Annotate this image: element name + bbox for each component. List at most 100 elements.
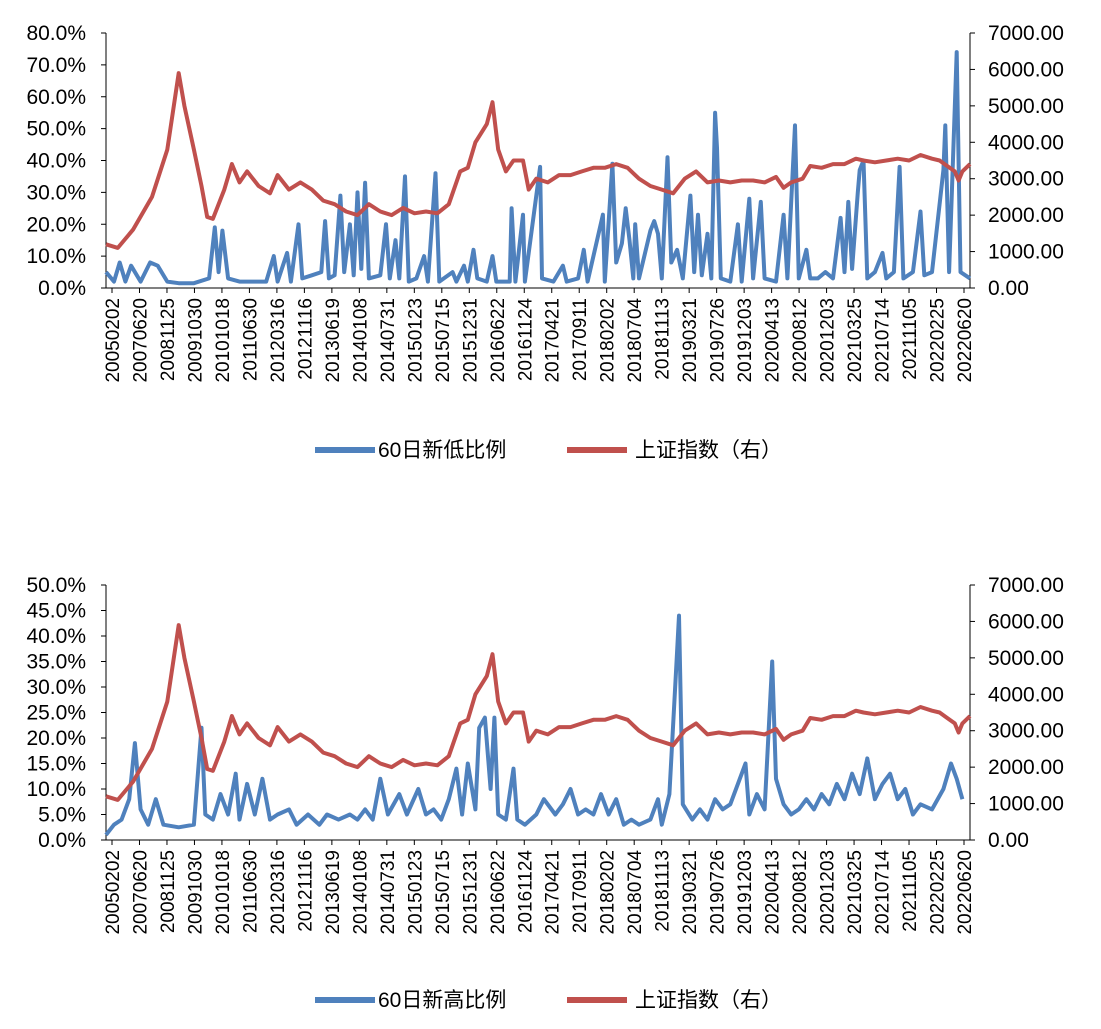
left-tick-label: 25.0% xyxy=(26,702,86,725)
x-tick-label: 20190726 xyxy=(708,298,729,383)
right-tick-label: 5000.00 xyxy=(988,95,1064,118)
new-low-ratio-chart: 0.0% 10.0% 20.0% 30.0% 40.0% 50.0% 60.0% 70.0% 8… xyxy=(26,22,1064,462)
x-tick-label: 20220620 xyxy=(955,298,976,383)
x-tick-label: 20170421 xyxy=(543,298,564,383)
right-tick-label: 6000.00 xyxy=(988,610,1064,633)
x-tick-label: 20200413 xyxy=(763,850,784,935)
x-tick-label: 20191203 xyxy=(735,298,756,383)
right-tick-label: 1000.00 xyxy=(988,241,1064,264)
ratio-series-line xyxy=(104,50,972,286)
x-tick-label: 20180202 xyxy=(598,298,619,383)
x-tick-label: 20191203 xyxy=(735,850,756,935)
x-tick-label: 20101018 xyxy=(213,298,234,383)
x-tick-label: 20050202 xyxy=(103,850,124,935)
x-tick-label: 20050202 xyxy=(103,298,124,383)
right-tick-label: 0.00 xyxy=(988,829,1029,852)
legend-label: 上证指数（右） xyxy=(635,439,782,462)
x-tick-label: 20190321 xyxy=(680,298,701,383)
legend-label: 上证指数（右） xyxy=(635,989,782,1012)
x-tick-label: 20211105 xyxy=(900,850,921,932)
x-tick-label: 20161124 xyxy=(515,298,536,382)
left-tick-label: 5.0% xyxy=(38,804,86,827)
x-tick-label: 20180202 xyxy=(598,850,619,935)
left-tick-label: 20.0% xyxy=(26,727,86,750)
left-tick-label: 70.0% xyxy=(26,54,86,77)
left-tick-label: 40.0% xyxy=(26,150,86,173)
x-tick-label: 20181113 xyxy=(653,298,674,380)
x-tick-label: 20081125 xyxy=(158,850,179,933)
x-tick-label: 20140731 xyxy=(378,850,399,935)
x-tick-label: 20220620 xyxy=(955,850,976,935)
x-tick-label: 20200812 xyxy=(790,298,811,383)
x-tick-label: 20181113 xyxy=(653,850,674,932)
x-tick-label: 20150123 xyxy=(405,298,426,383)
index-series-line xyxy=(105,71,972,250)
x-tick-label: 20210325 xyxy=(845,850,866,935)
x-tick-label: 20091030 xyxy=(185,850,206,935)
left-tick-label: 35.0% xyxy=(26,651,86,674)
x-tick-label: 20130619 xyxy=(323,298,344,383)
legend-label: 60日新低比例 xyxy=(378,439,506,462)
x-tick-label: 20190321 xyxy=(680,850,701,935)
left-tick-label: 80.0% xyxy=(26,22,86,45)
x-tick-label: 20161124 xyxy=(515,850,536,934)
legend: 60日新高比例 上证指数（右） xyxy=(315,989,782,1012)
x-tick-label: 20151231 xyxy=(460,850,481,935)
x-tick-label: 20190726 xyxy=(708,850,729,935)
x-tick-label: 20120316 xyxy=(268,850,289,935)
left-tick-label: 50.0% xyxy=(26,574,86,597)
left-tick-label: 50.0% xyxy=(26,118,86,141)
right-tick-label: 0.00 xyxy=(988,277,1029,300)
left-tick-label: 0.0% xyxy=(38,829,86,852)
right-tick-label: 2000.00 xyxy=(988,204,1064,227)
right-tick-label: 4000.00 xyxy=(988,683,1064,706)
left-tick-label: 30.0% xyxy=(26,181,86,204)
x-tick-label: 20070620 xyxy=(130,850,151,935)
x-tick-label: 20211105 xyxy=(900,298,921,380)
left-tick-label: 20.0% xyxy=(26,213,86,236)
x-tick-label: 20160622 xyxy=(488,850,509,935)
index-series-line xyxy=(105,623,972,802)
x-tick-label: 20220225 xyxy=(928,298,949,383)
right-tick-label: 1000.00 xyxy=(988,793,1064,816)
left-tick-label: 15.0% xyxy=(26,753,86,776)
x-tick-label: 20201203 xyxy=(818,850,839,935)
x-tick-label: 20150715 xyxy=(433,850,454,935)
x-tick-label: 20081125 xyxy=(158,298,179,381)
x-tick-label: 20170421 xyxy=(543,850,564,935)
right-tick-label: 3000.00 xyxy=(988,720,1064,743)
ratio-series-line xyxy=(104,613,965,837)
right-tick-label: 7000.00 xyxy=(988,22,1064,45)
x-tick-label: 20150715 xyxy=(433,298,454,383)
right-tick-label: 6000.00 xyxy=(988,58,1064,81)
left-tick-label: 10.0% xyxy=(26,778,86,801)
x-tick-label: 20170911 xyxy=(570,850,591,933)
x-tick-label: 20120316 xyxy=(268,298,289,383)
x-tick-label: 20150123 xyxy=(405,850,426,935)
x-tick-label: 20210325 xyxy=(845,298,866,383)
x-tick-label: 20210714 xyxy=(873,298,894,383)
x-tick-label: 20130619 xyxy=(323,850,344,935)
x-tick-label: 20101018 xyxy=(213,850,234,935)
left-tick-label: 45.0% xyxy=(26,600,86,623)
x-tick-label: 20180704 xyxy=(625,850,646,935)
x-tick-label: 20220225 xyxy=(928,850,949,935)
legend: 60日新低比例 上证指数（右） xyxy=(315,439,782,462)
x-tick-label: 20201203 xyxy=(818,298,839,383)
left-tick-label: 30.0% xyxy=(26,676,86,699)
left-tick-label: 60.0% xyxy=(26,86,86,109)
x-tick-label: 20210714 xyxy=(873,850,894,935)
x-tick-label: 20160622 xyxy=(488,298,509,383)
x-tick-label: 20121116 xyxy=(295,850,316,932)
x-tick-label: 20151231 xyxy=(460,298,481,383)
right-tick-label: 4000.00 xyxy=(988,131,1064,154)
x-tick-label: 20110630 xyxy=(240,850,261,933)
x-tick-label: 20140731 xyxy=(378,298,399,383)
x-tick-label: 20110630 xyxy=(240,298,261,381)
left-tick-label: 40.0% xyxy=(26,625,86,648)
x-tick-label: 20070620 xyxy=(130,298,151,383)
right-tick-label: 3000.00 xyxy=(988,168,1064,191)
x-tick-label: 20200413 xyxy=(763,298,784,383)
legend-label: 60日新高比例 xyxy=(378,989,506,1012)
